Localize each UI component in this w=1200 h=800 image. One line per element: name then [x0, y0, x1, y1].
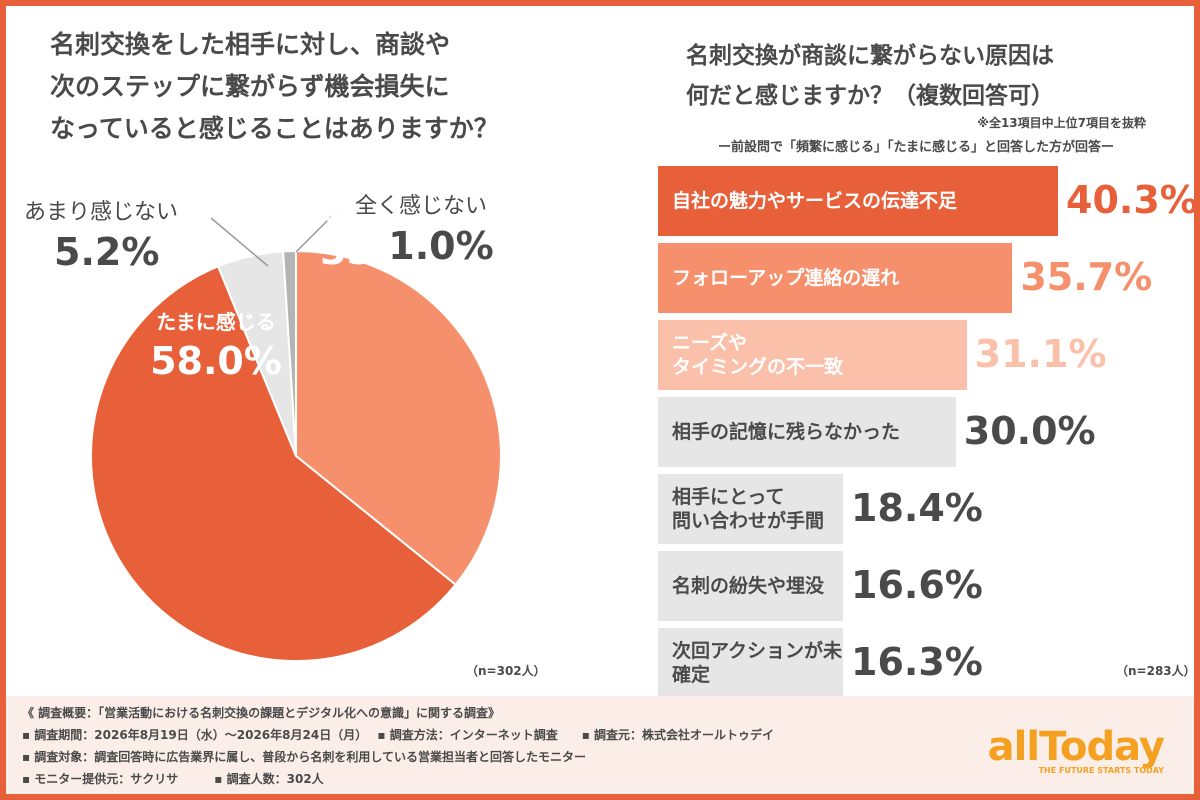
bar: 相手の記憶に残らなかった: [658, 397, 956, 467]
bar-label: 相手の記憶に残らなかった: [672, 421, 901, 443]
bar: 相手にとって 問い合わせが手間: [658, 474, 843, 544]
pie-slice-value-sometimes: 58.0%: [150, 339, 282, 383]
bar-value-label: 35.7%: [1020, 255, 1153, 299]
left-title-line-2: 次のステップに繋がらず機会損失に: [50, 72, 450, 101]
bar-label: ニーズや タイミングの不一致: [672, 332, 844, 378]
left-title-line-3: なっていると感じることはありますか？: [50, 114, 499, 143]
right-title-line-1: 名刺交換が商談に繋がらない原因は: [686, 43, 1054, 69]
pie-slice-sometimes: [90, 265, 457, 662]
alltoday-logo: allToday THE FUTURE STARTS TODAY: [987, 724, 1165, 775]
pie-slice-value-never: 1.0%: [388, 224, 494, 268]
logo-wordmark: allToday: [987, 724, 1165, 770]
infographic-frame: 名刺交換をした相手に対し、商談や 次のステップに繋がらず機会損失に なっていると…: [6, 6, 1198, 794]
bar-label: フォローアップ連絡の遅れ: [672, 267, 900, 289]
survey-footer: 《 調査概要：「営業活動における名刺交換の課題とデジタル化への意識」に関する調査…: [6, 696, 1194, 794]
pie-chart: [90, 211, 502, 662]
pie-slice-label-sometimes: たまに感じる: [156, 310, 276, 334]
right-subnote: ー前設問で「頻繁に感じる」「たまに感じる」と回答した方が回答ー: [717, 140, 1115, 155]
bar: ニーズや タイミングの不一致: [658, 320, 967, 390]
bar-value-label: 40.3%: [1066, 178, 1198, 222]
pie-label-frequent: 頻繁に感じる 35.8%: [296, 196, 476, 273]
bar: 自社の魅力やサービスの伝達不足: [658, 166, 1058, 236]
right-question-title: 名刺交換が商談に繋がらない原因は 何だと感じますか？（複数回答可）: [686, 36, 1166, 116]
pie-slice-label-rarely: あまり感じない: [24, 200, 179, 225]
logo-tagline: THE FUTURE STARTS TODAY: [1038, 766, 1164, 775]
bar-label: 自社の魅力やサービスの伝達不足: [672, 190, 958, 212]
footer-line-4: ▪ モニター提供元：サクリサ ▪ 調査人数：302人: [22, 772, 324, 786]
bar-value-label: 31.1%: [974, 332, 1107, 376]
bar: 名刺の紛失や埋没: [658, 551, 843, 621]
pie-slice-frequent: [295, 249, 502, 587]
bar-value-label: 16.6%: [851, 563, 983, 607]
right-title-line-2: 何だと感じますか？（複数回答可）: [686, 83, 1054, 109]
bar-value-label: 30.0%: [963, 409, 1096, 453]
main-panel: 名刺交換をした相手に対し、商談や 次のステップに繋がらず機会損失に なっていると…: [6, 6, 1198, 698]
leader-line-rarely: [210, 217, 269, 267]
pie-slice-label-never: 全く感じない: [354, 194, 487, 219]
left-question-title: 名刺交換をした相手に対し、商談や 次のステップに繋がらず機会損失に なっていると…: [50, 24, 570, 150]
pie-label-rarely: あまり感じない 5.2%: [24, 194, 224, 274]
pie-slice-value-rarely: 5.2%: [54, 230, 160, 274]
footer-line-1: 《 調査概要：「営業活動における名刺交換の課題とデジタル化への意識」に関する調査…: [22, 706, 500, 720]
bar-label: 次回アクションが未確定: [672, 640, 843, 686]
bar-value-label: 18.4%: [851, 486, 983, 530]
right-note: ※全13項目中上位7項目を抜粋: [977, 116, 1146, 130]
footer-line-2: ▪ 調査期間：2026年8月19日（水）～2026年8月24日（月） ▪ 調査方…: [22, 728, 775, 742]
bar-label: 名刺の紛失や埋没: [672, 575, 825, 597]
leader-line-never: [295, 211, 337, 253]
pie-slice-label-frequent: 頻繁に感じる: [326, 200, 446, 224]
bar-label: 相手にとって 問い合わせが手間: [672, 486, 825, 532]
bar: フォローアップ連絡の遅れ: [658, 243, 1013, 313]
pie-label-sometimes: たまに感じる 58.0%: [106, 306, 326, 383]
pie-slice-value-frequent: 35.8%: [320, 229, 452, 273]
pie-label-never: 全く感じない 1.0%: [336, 188, 506, 268]
left-sample-size: （n=302人）: [466, 664, 546, 678]
bar-value-label: 16.3%: [851, 640, 983, 684]
left-title-line-1: 名刺交換をした相手に対し、商談や: [50, 30, 451, 59]
right-sample-size: （n=283人）: [1116, 664, 1196, 678]
bar: 次回アクションが未確定: [658, 628, 843, 698]
footer-line-3: ▪ 調査対象：調査回答時に広告業界に属し、普段から名刺を利用している営業担当者と…: [22, 750, 586, 764]
